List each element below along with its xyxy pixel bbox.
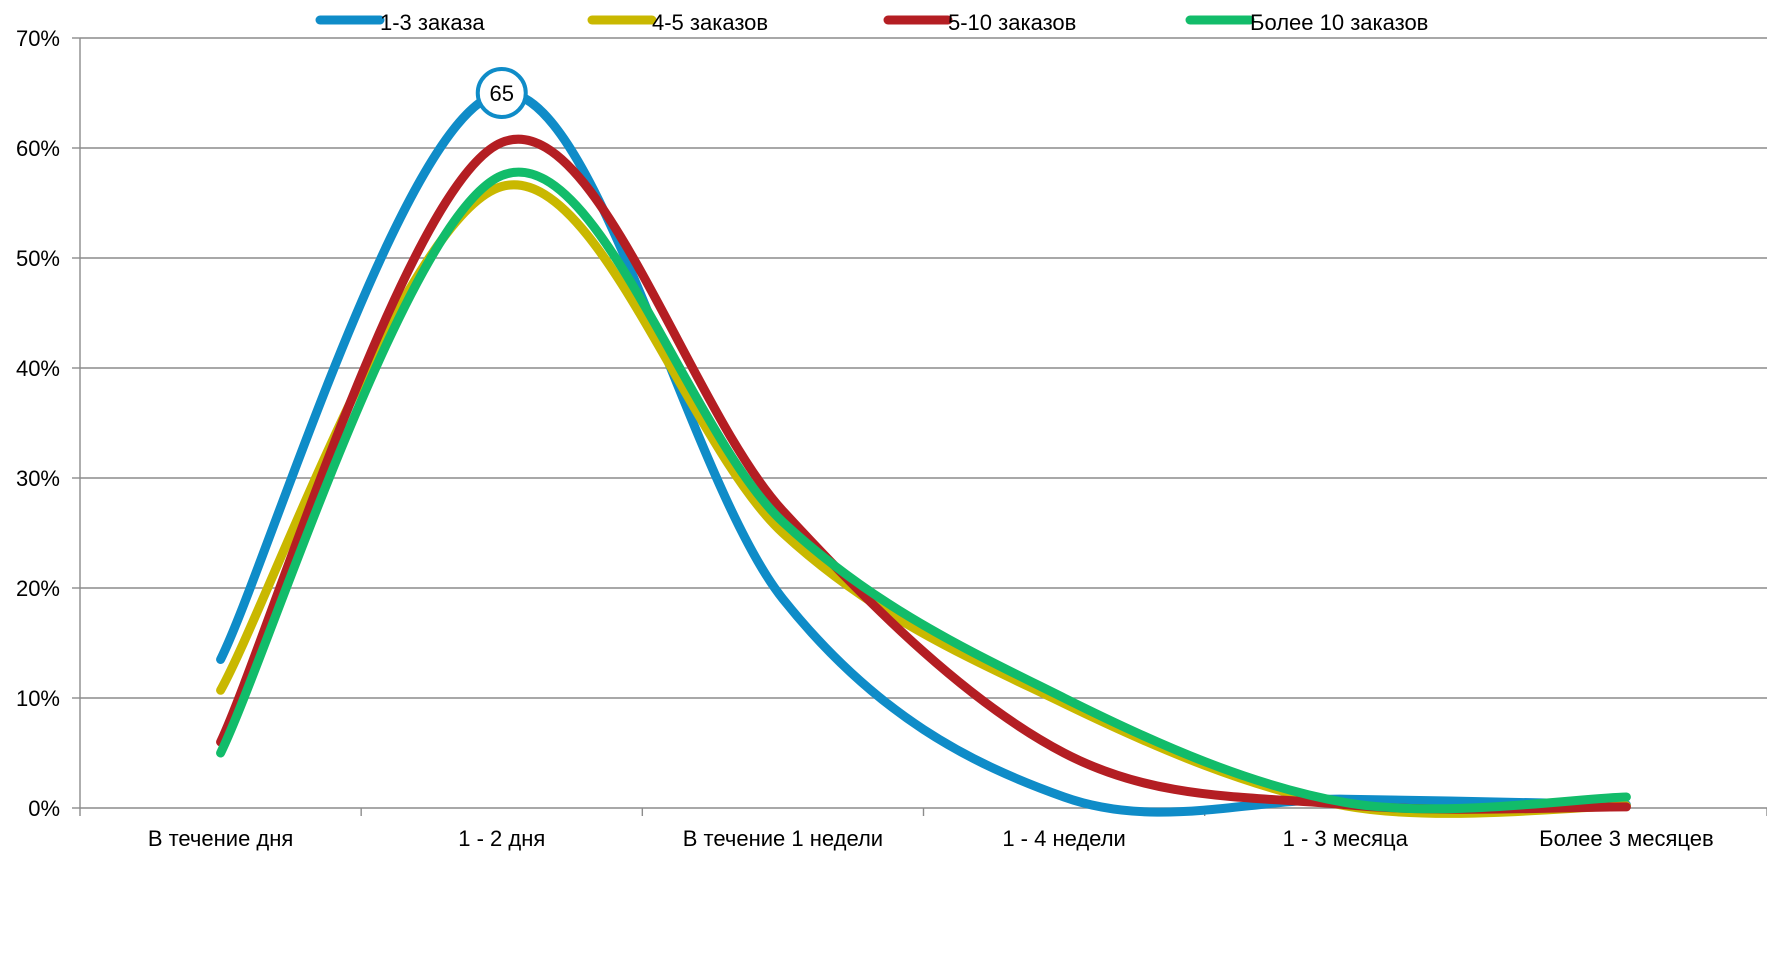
legend-label: 1-3 заказа [380,10,485,35]
series-line-1 [216,88,1631,817]
series-line-2 [216,180,1631,818]
y-tick-label: 70% [16,26,60,51]
annotations: 65 [475,67,528,119]
x-tick-label: В течение дня [148,826,294,851]
legend-label: 5-10 заказов [948,10,1076,35]
x-tick-label: 1 - 2 дня [458,826,545,851]
legend: 1-3 заказа 4-5 заказов 5-10 заказов Более 1… [315,10,1428,35]
x-tick-label: 1 - 3 месяца [1283,826,1409,851]
y-tick-label: 50% [16,246,60,271]
x-tick-labels: В течение дня 1 - 2 дня В течение 1 недели… [79,808,1767,851]
y-tick-label: 20% [16,576,60,601]
peak-marker [475,67,528,119]
legend-item: 1-3 заказа [315,10,485,35]
y-tick-labels: 0% 10% 20% 30% 40% 50% 60% 70% [16,26,80,821]
series-line-3 [216,134,1631,814]
y-tick-label: 10% [16,686,60,711]
legend-item: 4-5 заказов [587,10,768,35]
peak-data-label: 65 [490,81,514,106]
y-tick-label: 30% [16,466,60,491]
x-tick-label: В течение 1 недели [683,826,883,851]
x-tick-label: Более 3 месяцев [1539,826,1714,851]
legend-label: 4-5 заказов [652,10,768,35]
x-tick-label: 1 - 4 недели [1002,826,1126,851]
series-line-4 [216,167,1631,814]
y-tick-label: 40% [16,356,60,381]
y-tick-label: 60% [16,136,60,161]
y-tick-label: 0% [28,796,60,821]
axis-layer [79,38,1767,809]
series-lines [216,88,1631,818]
legend-label: Более 10 заказов [1250,10,1428,35]
legend-item: Более 10 заказов [1185,10,1428,35]
legend-item: 5-10 заказов [883,10,1076,35]
